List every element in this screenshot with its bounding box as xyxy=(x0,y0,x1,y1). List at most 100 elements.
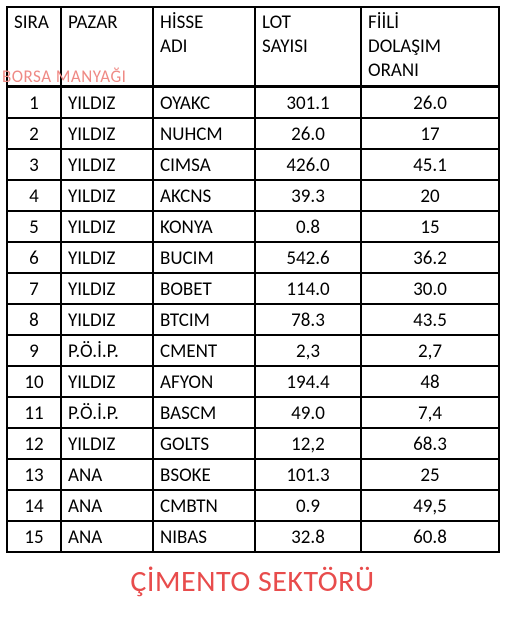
table-row: 6YILDIZBUCIM542.636.2 xyxy=(7,242,499,273)
cell-pazar: YILDIZ xyxy=(61,428,153,459)
cell-oran: 26.0 xyxy=(361,87,499,119)
cell-sira: 10 xyxy=(7,366,61,397)
cell-lot: 49.0 xyxy=(255,397,361,428)
table-header: SIRA PAZAR HİSSEADI LOTSAYISI FİİLİDOLAŞ… xyxy=(7,7,499,87)
cell-sira: 6 xyxy=(7,242,61,273)
cell-lot: 2,3 xyxy=(255,335,361,366)
cell-sira: 11 xyxy=(7,397,61,428)
cell-hisse: BOBET xyxy=(153,273,255,304)
cell-lot: 32.8 xyxy=(255,521,361,552)
cell-sira: 7 xyxy=(7,273,61,304)
cell-hisse: BTCIM xyxy=(153,304,255,335)
section-caption: ÇİMENTO SEKTÖRÜ xyxy=(0,563,505,600)
table-row: 13ANABSOKE101.325 xyxy=(7,459,499,490)
col-header-label: FİİLİDOLAŞIMORANI xyxy=(368,11,441,82)
cell-lot: 101.3 xyxy=(255,459,361,490)
cell-hisse: OYAKC xyxy=(153,87,255,119)
col-header-oran: FİİLİDOLAŞIMORANI xyxy=(361,7,499,87)
cell-hisse: KONYA xyxy=(153,211,255,242)
cell-sira: 13 xyxy=(7,459,61,490)
cell-oran: 36.2 xyxy=(361,242,499,273)
cell-hisse: BSOKE xyxy=(153,459,255,490)
cell-lot: 114.0 xyxy=(255,273,361,304)
table-row: 2YILDIZNUHCM26.017 xyxy=(7,118,499,149)
cell-sira: 14 xyxy=(7,490,61,521)
cell-pazar: YILDIZ xyxy=(61,242,153,273)
cell-lot: 26.0 xyxy=(255,118,361,149)
cell-hisse: NIBAS xyxy=(153,521,255,552)
col-header-lot: LOTSAYISI xyxy=(255,7,361,87)
table-row: 8YILDIZBTCIM78.343.5 xyxy=(7,304,499,335)
cell-hisse: AFYON xyxy=(153,366,255,397)
cell-oran: 43.5 xyxy=(361,304,499,335)
cell-sira: 12 xyxy=(7,428,61,459)
cell-hisse: NUHCM xyxy=(153,118,255,149)
table-row: 4YILDIZAKCNS39.320 xyxy=(7,180,499,211)
cell-pazar: P.Ö.İ.P. xyxy=(61,335,153,366)
cell-pazar: YILDIZ xyxy=(61,211,153,242)
cell-oran: 20 xyxy=(361,180,499,211)
cell-sira: 9 xyxy=(7,335,61,366)
table-row: 5YILDIZKONYA0.815 xyxy=(7,211,499,242)
table-row: 11P.Ö.İ.P.BASCM49.07,4 xyxy=(7,397,499,428)
cell-oran: 15 xyxy=(361,211,499,242)
table-row: 14ANACMBTN0.949,5 xyxy=(7,490,499,521)
cell-pazar: P.Ö.İ.P. xyxy=(61,397,153,428)
cell-pazar: YILDIZ xyxy=(61,304,153,335)
cell-sira: 4 xyxy=(7,180,61,211)
table-row: 15ANANIBAS32.860.8 xyxy=(7,521,499,552)
cell-hisse: CMBTN xyxy=(153,490,255,521)
cell-pazar: YILDIZ xyxy=(61,366,153,397)
cell-pazar: ANA xyxy=(61,459,153,490)
col-header-label: LOTSAYISI xyxy=(262,11,308,58)
cell-hisse: AKCNS xyxy=(153,180,255,211)
col-header-pazar: PAZAR xyxy=(61,7,153,87)
table-row: 9P.Ö.İ.P.CMENT2,32,7 xyxy=(7,335,499,366)
cell-lot: 12,2 xyxy=(255,428,361,459)
cell-oran: 45.1 xyxy=(361,149,499,180)
cell-lot: 301.1 xyxy=(255,87,361,119)
table-row: 1YILDIZOYAKC301.126.0 xyxy=(7,87,499,119)
cell-hisse: CMENT xyxy=(153,335,255,366)
cell-oran: 25 xyxy=(361,459,499,490)
cell-hisse: BASCM xyxy=(153,397,255,428)
cell-oran: 30.0 xyxy=(361,273,499,304)
cell-pazar: YILDIZ xyxy=(61,273,153,304)
col-header-label: HİSSEADI xyxy=(160,11,203,58)
cell-oran: 48 xyxy=(361,366,499,397)
cell-pazar: YILDIZ xyxy=(61,180,153,211)
cell-hisse: BUCIM xyxy=(153,242,255,273)
cell-oran: 2,7 xyxy=(361,335,499,366)
table-row: 12YILDIZGOLTS12,268.3 xyxy=(7,428,499,459)
cell-pazar: YILDIZ xyxy=(61,149,153,180)
cell-lot: 194.4 xyxy=(255,366,361,397)
cell-oran: 7,4 xyxy=(361,397,499,428)
cell-lot: 542.6 xyxy=(255,242,361,273)
cell-lot: 0.9 xyxy=(255,490,361,521)
cell-sira: 5 xyxy=(7,211,61,242)
cell-lot: 0.8 xyxy=(255,211,361,242)
cell-pazar: YILDIZ xyxy=(61,118,153,149)
cell-sira: 2 xyxy=(7,118,61,149)
cell-lot: 78.3 xyxy=(255,304,361,335)
table-row: 10YILDIZAFYON194.448 xyxy=(7,366,499,397)
cell-sira: 1 xyxy=(7,87,61,119)
cell-sira: 15 xyxy=(7,521,61,552)
cell-oran: 49,5 xyxy=(361,490,499,521)
col-header-label: SIRA xyxy=(14,11,49,34)
cell-sira: 8 xyxy=(7,304,61,335)
col-header-label: PAZAR xyxy=(68,11,118,34)
cell-oran: 60.8 xyxy=(361,521,499,552)
sector-table: SIRA PAZAR HİSSEADI LOTSAYISI FİİLİDOLAŞ… xyxy=(6,6,500,553)
table-body: 1YILDIZOYAKC301.126.02YILDIZNUHCM26.0173… xyxy=(7,87,499,553)
col-header-hisse: HİSSEADI xyxy=(153,7,255,87)
table-row: 3YILDIZCIMSA426.045.1 xyxy=(7,149,499,180)
cell-sira: 3 xyxy=(7,149,61,180)
table-row: 7YILDIZBOBET114.030.0 xyxy=(7,273,499,304)
cell-hisse: CIMSA xyxy=(153,149,255,180)
cell-lot: 39.3 xyxy=(255,180,361,211)
col-header-sira: SIRA xyxy=(7,7,61,87)
cell-hisse: GOLTS xyxy=(153,428,255,459)
cell-oran: 17 xyxy=(361,118,499,149)
cell-lot: 426.0 xyxy=(255,149,361,180)
